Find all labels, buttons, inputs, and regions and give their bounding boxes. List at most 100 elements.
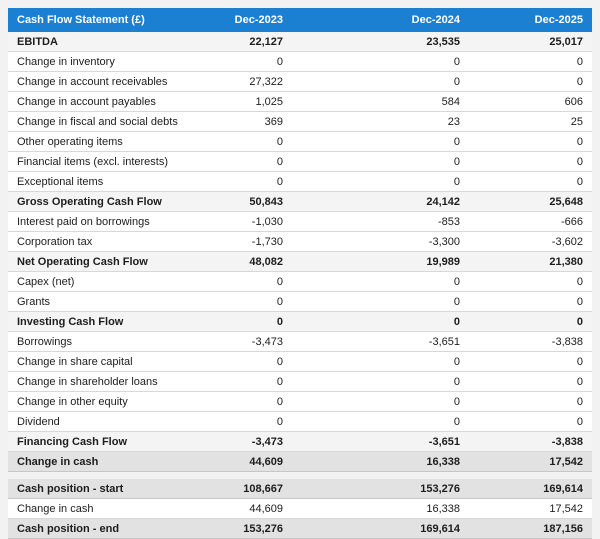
row-label: Cash position - end — [8, 518, 178, 539]
cell-value: 0 — [469, 71, 592, 92]
cell-value: 0 — [178, 411, 292, 432]
cell-value: 169,614 — [292, 518, 469, 539]
cell-value: -3,838 — [469, 431, 592, 452]
table-row: Change in account payables 1,025 584 606 — [8, 91, 592, 112]
table-row: Cash position - start 108,667 153,276 169,6… — [8, 479, 592, 499]
table-row: Grants 0 0 0 — [8, 291, 592, 312]
cell-value: 23 — [292, 111, 469, 132]
cell-value: 0 — [292, 151, 469, 172]
cell-value: 0 — [469, 311, 592, 332]
cell-value: 25 — [469, 111, 592, 132]
row-label: Change in cash — [8, 498, 178, 519]
cell-value: 169,614 — [469, 479, 592, 499]
table-row: Dividend 0 0 0 — [8, 411, 592, 432]
cell-value: 0 — [469, 291, 592, 312]
cell-value: 21,380 — [469, 251, 592, 272]
cell-value: 17,542 — [469, 498, 592, 519]
row-label: Interest paid on borrowings — [8, 211, 178, 232]
table-row: Financial items (excl. interests) 0 0 0 — [8, 151, 592, 172]
table-row: Financing Cash Flow -3,473 -3,651 -3,838 — [8, 431, 592, 452]
cell-value: 0 — [469, 271, 592, 292]
row-label: Change in fiscal and social debts — [8, 111, 178, 132]
cell-value: -1,730 — [178, 231, 292, 252]
cell-value: 0 — [178, 351, 292, 372]
cell-value: 0 — [292, 131, 469, 152]
cell-value: -3,651 — [292, 331, 469, 352]
row-label: Grants — [8, 291, 178, 312]
cell-value: 0 — [178, 271, 292, 292]
table-row: Corporation tax -1,730 -3,300 -3,602 — [8, 231, 592, 252]
row-label: Financial items (excl. interests) — [8, 151, 178, 172]
table-row: Change in cash 44,609 16,338 17,542 — [8, 498, 592, 519]
header-row: Cash Flow Statement (£) Dec-2023 Dec-202… — [8, 8, 592, 32]
cell-value: 25,648 — [469, 191, 592, 212]
cell-value: 48,082 — [178, 251, 292, 272]
table-row: Change in fiscal and social debts 369 23 25 — [8, 111, 592, 132]
table-row: Change in inventory 0 0 0 — [8, 51, 592, 72]
cell-value: 0 — [178, 51, 292, 72]
cell-value: 27,322 — [178, 71, 292, 92]
cell-value: 0 — [292, 71, 469, 92]
row-label: Change in inventory — [8, 51, 178, 72]
section-divider — [8, 472, 592, 479]
table-row: Borrowings -3,473 -3,651 -3,838 — [8, 331, 592, 352]
cell-value: 22,127 — [178, 32, 292, 52]
table-row: Gross Operating Cash Flow 50,843 24,142 25,… — [8, 191, 592, 212]
cell-value: 44,609 — [178, 451, 292, 472]
cell-value: 369 — [178, 111, 292, 132]
table-row: Cash position - end 153,276 169,614 187,156 — [8, 518, 592, 539]
cash-flow-table: Cash Flow Statement (£) Dec-2023 Dec-202… — [8, 8, 592, 472]
cell-value: 16,338 — [292, 451, 469, 472]
cell-value: -3,300 — [292, 231, 469, 252]
cell-value: -666 — [469, 211, 592, 232]
cell-value: 16,338 — [292, 498, 469, 519]
cell-value: 0 — [292, 411, 469, 432]
cell-value: 0 — [469, 51, 592, 72]
table-row: Change in account receivables 27,322 0 0 — [8, 71, 592, 92]
row-label: Financing Cash Flow — [8, 431, 178, 452]
cell-value: 0 — [178, 291, 292, 312]
cell-value: 187,156 — [469, 518, 592, 539]
cell-value: 0 — [292, 171, 469, 192]
cell-value: 19,989 — [292, 251, 469, 272]
cell-value: 25,017 — [469, 32, 592, 52]
table-row: Change in cash 44,609 16,338 17,542 — [8, 451, 592, 472]
cell-value: 24,142 — [292, 191, 469, 212]
cell-value: 0 — [178, 151, 292, 172]
column-header-dec-2023: Dec-2023 — [178, 8, 292, 32]
cell-value: 584 — [292, 91, 469, 112]
row-label: Cash position - start — [8, 479, 178, 499]
table-row: Net Operating Cash Flow 48,082 19,989 21,38… — [8, 251, 592, 272]
table-title: Cash Flow Statement (£) — [8, 8, 178, 32]
cell-value: 0 — [292, 391, 469, 412]
row-label: Other operating items — [8, 131, 178, 152]
cell-value: 0 — [292, 351, 469, 372]
cell-value: 108,667 — [178, 479, 292, 499]
cell-value: 0 — [469, 391, 592, 412]
cell-value: -3,602 — [469, 231, 592, 252]
cell-value: 0 — [178, 371, 292, 392]
cell-value: 0 — [292, 311, 469, 332]
cell-value: -3,473 — [178, 431, 292, 452]
row-label: EBITDA — [8, 32, 178, 52]
cell-value: 1,025 — [178, 91, 292, 112]
cell-value: 0 — [178, 311, 292, 332]
cell-value: 0 — [178, 391, 292, 412]
cell-value: 153,276 — [178, 518, 292, 539]
cell-value: -1,030 — [178, 211, 292, 232]
cell-value: 0 — [469, 151, 592, 172]
cell-value: -3,473 — [178, 331, 292, 352]
row-label: Change in share capital — [8, 351, 178, 372]
table-row: Change in share capital 0 0 0 — [8, 351, 592, 372]
table-row: Other operating items 0 0 0 — [8, 131, 592, 152]
cell-value: 0 — [469, 371, 592, 392]
cell-value: 17,542 — [469, 451, 592, 472]
cell-value: 0 — [178, 131, 292, 152]
row-label: Gross Operating Cash Flow — [8, 191, 178, 212]
row-label: Dividend — [8, 411, 178, 432]
table-row: Exceptional items 0 0 0 — [8, 171, 592, 192]
row-label: Change in shareholder loans — [8, 371, 178, 392]
cell-value: 0 — [469, 411, 592, 432]
cell-value: 23,535 — [292, 32, 469, 52]
row-label: Net Operating Cash Flow — [8, 251, 178, 272]
